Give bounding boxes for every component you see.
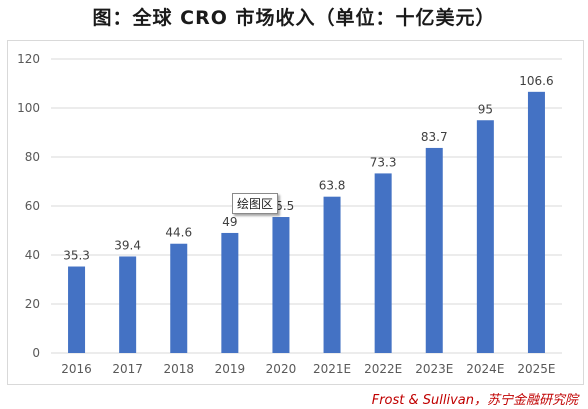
chart-title: 图：全球 CRO 市场收入（单位：十亿美元） [92, 7, 496, 29]
data-label: 63.8 [319, 179, 346, 193]
x-tick-label: 2018 [163, 362, 194, 376]
data-label: 49 [222, 215, 237, 229]
x-tick-label: 2020 [266, 362, 297, 376]
x-tick-label: 2025E [517, 362, 555, 376]
data-label: 106.6 [519, 74, 553, 88]
data-label: 44.6 [165, 226, 192, 240]
x-axis-ticks: 2016 2017 2018 2019 2020 2021E 2022E 2023E 2024E… [61, 362, 555, 376]
gridlines [51, 58, 562, 354]
y-tick-label: 20 [25, 297, 40, 311]
bar-2018[interactable] [170, 243, 188, 353]
bar-2024E[interactable] [476, 120, 494, 353]
source-note: Frost & Sullivan，苏宁金融研究院 [371, 393, 578, 408]
bar-2017[interactable] [119, 256, 137, 353]
x-tick-label: 2022E [364, 362, 402, 376]
data-label: 39.4 [114, 238, 141, 252]
bar-2020[interactable] [272, 217, 290, 353]
y-tick-label: 100 [17, 101, 40, 115]
y-tick-label: 120 [17, 52, 40, 66]
plot-area-tooltip: 绘图区 [232, 193, 279, 214]
bar-2016[interactable] [68, 266, 86, 353]
bars [68, 91, 545, 353]
data-label: 35.3 [63, 249, 90, 263]
y-tick-label: 0 [32, 346, 40, 360]
y-axis-ticks: 0 20 40 60 80 100 120 [17, 52, 40, 360]
x-tick-label: 2019 [215, 362, 246, 376]
x-tick-label: 2023E [415, 362, 453, 376]
data-label: 95 [478, 102, 493, 116]
data-label: 73.3 [370, 155, 397, 169]
bar-2025E[interactable] [527, 91, 545, 353]
x-tick-label: 2017 [112, 362, 143, 376]
x-tick-label: 2024E [466, 362, 504, 376]
bar-2021E[interactable] [323, 196, 341, 353]
bar-2023E[interactable] [425, 147, 443, 353]
bar-2019[interactable] [221, 232, 239, 353]
y-tick-label: 80 [25, 150, 40, 164]
data-label: 83.7 [421, 130, 448, 144]
x-tick-label: 2016 [61, 362, 92, 376]
y-tick-label: 60 [25, 199, 40, 213]
bar-2022E[interactable] [374, 173, 392, 353]
x-tick-label: 2021E [313, 362, 351, 376]
y-tick-label: 40 [25, 248, 40, 262]
